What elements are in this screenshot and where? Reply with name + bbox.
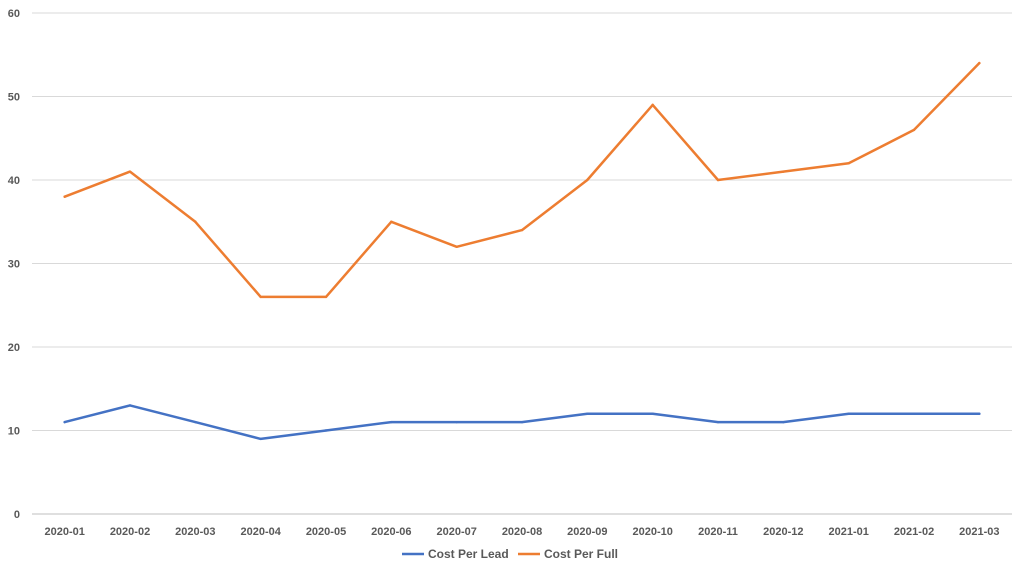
axes: 0 10 20 30 40 50 60 2020-01 2020-02 2020-03 2020-0… xyxy=(8,8,1000,538)
x-tick-label: 2020-05 xyxy=(306,526,346,538)
data-point xyxy=(390,220,393,223)
x-tick-label: 2020-04 xyxy=(240,526,281,538)
x-tick-label: 2020-07 xyxy=(436,526,476,538)
data-point xyxy=(847,162,850,165)
y-tick-label: 30 xyxy=(8,259,20,271)
data-point xyxy=(651,103,654,107)
data-point xyxy=(716,420,720,424)
data-point xyxy=(194,420,197,424)
data-point xyxy=(455,245,458,248)
y-tick-label: 60 xyxy=(8,8,20,20)
data-point xyxy=(128,404,132,407)
data-point xyxy=(847,412,850,415)
x-tick-label: 2021-01 xyxy=(828,526,868,538)
y-tick-label: 20 xyxy=(8,342,20,354)
series-lines xyxy=(63,61,981,441)
y-tick-label: 10 xyxy=(8,426,20,438)
y-tick-label: 50 xyxy=(8,92,20,104)
x-tick-label: 2020-02 xyxy=(110,526,150,538)
data-point xyxy=(586,412,589,415)
data-point xyxy=(324,295,328,299)
data-point xyxy=(586,178,589,182)
legend: Cost Per Lead Cost Per Full xyxy=(402,547,618,561)
x-tick-label: 2020-12 xyxy=(763,526,803,538)
data-point xyxy=(324,429,328,432)
data-point xyxy=(455,420,458,424)
y-tick-label: 40 xyxy=(8,175,20,187)
data-point xyxy=(978,61,981,65)
x-tick-label: 2020-08 xyxy=(502,526,542,538)
data-point xyxy=(63,420,66,424)
x-tick-label: 2020-01 xyxy=(44,526,84,538)
data-point xyxy=(390,420,393,424)
data-point xyxy=(520,420,524,424)
x-tick-label: 2021-03 xyxy=(959,526,999,538)
x-tick-label: 2020-06 xyxy=(371,526,411,538)
y-tick-label: 0 xyxy=(14,509,20,521)
data-point xyxy=(520,228,524,232)
x-tick-label: 2021-02 xyxy=(894,526,934,538)
x-tick-label: 2020-10 xyxy=(632,526,672,538)
legend-label-2: Cost Per Full xyxy=(544,547,618,561)
x-tick-label: 2020-11 xyxy=(698,526,738,538)
gridlines xyxy=(32,12,1012,515)
data-point xyxy=(782,420,785,424)
data-point xyxy=(651,412,654,415)
data-point xyxy=(194,220,197,223)
data-point xyxy=(259,295,262,299)
data-point xyxy=(63,195,66,198)
data-point xyxy=(782,170,785,173)
data-point xyxy=(978,412,981,415)
data-point xyxy=(912,128,916,132)
data-point xyxy=(912,412,916,415)
data-point xyxy=(716,178,720,182)
data-point xyxy=(128,170,132,173)
legend-label-1: Cost Per Lead xyxy=(428,547,509,561)
data-point xyxy=(259,437,262,441)
x-tick-label: 2020-09 xyxy=(567,526,607,538)
x-tick-label: 2020-03 xyxy=(175,526,215,538)
